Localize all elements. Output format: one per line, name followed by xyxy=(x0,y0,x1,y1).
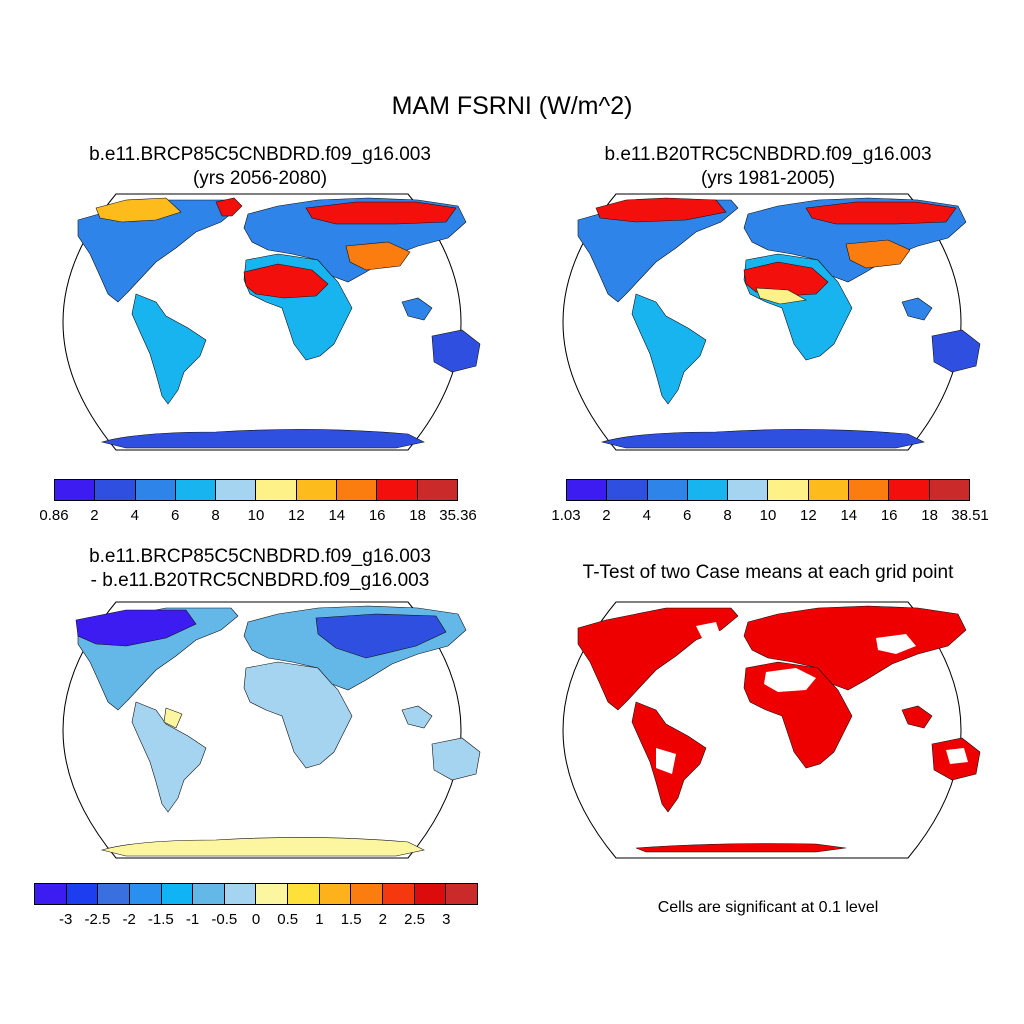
colorbar-difference-tick-label: 0.5 xyxy=(277,911,299,928)
colorbar-case1-swatch-8 xyxy=(377,480,418,500)
colorbar-case1-tick-label: 16 xyxy=(368,507,386,524)
map-case1-land xyxy=(77,197,481,449)
map-ttest-antarctica xyxy=(635,843,847,853)
colorbar-difference-swatch-12 xyxy=(414,884,447,904)
colorbar-difference-swatch-5 xyxy=(193,884,225,904)
colorbar-difference-tick-label: 2.5 xyxy=(404,911,425,928)
colorbar-case1-ticks: 0.86 2 4 6 8 10 12 14 16 18 35.36 xyxy=(39,507,476,527)
colorbar-case1-swatch-6 xyxy=(296,480,338,500)
colorbar-difference-swatch-9 xyxy=(319,884,352,904)
colorbar-case2-tick-label: 2 xyxy=(602,507,611,524)
colorbar-case1-tick-label: 12 xyxy=(288,507,305,524)
map-ttest-insignificant xyxy=(656,622,968,774)
map-ttest xyxy=(562,601,981,859)
colorbar-case1-swatch-4 xyxy=(216,480,257,500)
panel-title-difference-line2: - b.e11.B20TRC5CNBDRD.f09_g16.003 xyxy=(90,570,430,591)
map-case2 xyxy=(562,193,981,451)
colorbar-difference-tick-label: -1 xyxy=(185,911,200,928)
panel-title-case2-line2: (yrs 1981-2005) xyxy=(700,168,836,189)
colorbar-case1-swatch-1 xyxy=(95,480,136,500)
colorbar-case1-tick-label: 2 xyxy=(90,507,99,524)
colorbar-case2-swatch-4 xyxy=(728,480,769,500)
colorbar-difference-swatch-8 xyxy=(288,884,320,904)
colorbar-difference-tick-label: -3 xyxy=(59,911,73,928)
map-case1 xyxy=(62,193,481,451)
colorbar-case2 xyxy=(566,479,970,501)
colorbar-case2-swatch-7 xyxy=(849,480,890,500)
colorbar-case1-tick-label: 18 xyxy=(409,507,426,524)
colorbar-difference-swatch-13 xyxy=(446,884,477,904)
colorbar-case2-tick-label: 12 xyxy=(800,507,817,524)
panel-title-case1-line1: b.e11.BRCP85C5CNBDRD.f09_g16.003 xyxy=(89,144,431,165)
colorbar-case1-swatch-9 xyxy=(417,480,457,500)
colorbar-difference-swatch-6 xyxy=(224,884,257,904)
colorbar-difference-swatch-0 xyxy=(35,884,67,904)
colorbar-case2-swatch-2 xyxy=(647,480,688,500)
colorbar-case1-swatch-0 xyxy=(55,480,96,500)
panel-title-difference-line1: b.e11.BRCP85C5CNBDRD.f09_g16.003 xyxy=(89,546,431,567)
colorbar-difference-tick-label: 1.5 xyxy=(340,911,362,928)
map-difference-land xyxy=(75,605,481,857)
colorbar-difference-swatch-3 xyxy=(129,884,162,904)
colorbar-case1-tick-label: 35.36 xyxy=(439,507,477,524)
panel-title-case1: b.e11.BRCP85C5CNBDRD.f09_g16.003 (yrs 20… xyxy=(20,143,500,191)
colorbar-case2-ticks: 1.03 2 4 6 8 10 12 14 16 18 38.51 xyxy=(551,507,988,527)
panel-title-case2: b.e11.B20TRC5CNBDRD.f09_g16.003 (yrs 198… xyxy=(528,143,1008,191)
panel-title-ttest-line1: T-Test of two Case means at each grid po… xyxy=(582,562,954,583)
colorbar-case2-tick-label: 14 xyxy=(840,507,858,524)
map-case2-land xyxy=(577,197,981,449)
colorbar-case1-tick-label: 14 xyxy=(328,507,346,524)
colorbar-case1-swatch-3 xyxy=(175,480,217,500)
colorbar-difference-tick-label: 2 xyxy=(378,911,388,928)
colorbar-difference-tick-label: 1 xyxy=(315,911,324,928)
colorbar-case1-tick-label: 4 xyxy=(130,507,139,524)
colorbar-case1-tick-label: 8 xyxy=(211,507,220,524)
panel-title-ttest: T-Test of two Case means at each grid po… xyxy=(528,561,1008,585)
colorbar-case1 xyxy=(54,479,458,501)
colorbar-case1-tick-label: 0.86 xyxy=(39,507,69,524)
panel-title-difference: b.e11.BRCP85C5CNBDRD.f09_g16.003 - b.e11… xyxy=(20,545,500,593)
colorbar-difference xyxy=(34,883,478,905)
panel-title-case2-line1: b.e11.B20TRC5CNBDRD.f09_g16.003 xyxy=(604,144,932,165)
colorbar-case2-tick-label: 10 xyxy=(759,507,777,524)
colorbar-case1-tick-label: 10 xyxy=(247,507,265,524)
colorbar-difference-tick-label: -0.5 xyxy=(211,911,238,928)
panel-title-case1-line2: (yrs 2056-2080) xyxy=(192,168,328,189)
colorbar-case2-swatch-9 xyxy=(929,480,969,500)
colorbar-case2-tick-label: 38.51 xyxy=(951,507,989,524)
colorbar-difference-swatch-11 xyxy=(383,884,415,904)
colorbar-case1-tick-label: 6 xyxy=(171,507,180,524)
significance-note: Cells are significant at 0.1 level xyxy=(657,899,879,916)
colorbar-case2-swatch-3 xyxy=(687,480,729,500)
colorbar-case2-swatch-0 xyxy=(567,480,608,500)
colorbar-difference-tick-label: -2 xyxy=(122,911,136,928)
colorbar-case2-swatch-5 xyxy=(768,480,809,500)
colorbar-case1-swatch-2 xyxy=(135,480,176,500)
colorbar-case2-tick-label: 8 xyxy=(723,507,732,524)
colorbar-difference-tick-label: 0 xyxy=(251,911,261,928)
colorbar-difference-swatch-4 xyxy=(161,884,194,904)
colorbar-case2-tick-label: 16 xyxy=(880,507,898,524)
colorbar-difference-swatch-7 xyxy=(256,884,289,904)
main-title: MAM FSRNI (W/m^2) xyxy=(391,92,633,120)
map-difference xyxy=(62,601,481,859)
colorbar-case2-swatch-6 xyxy=(808,480,850,500)
colorbar-case2-tick-label: 1.03 xyxy=(551,507,581,524)
colorbar-case2-tick-label: 6 xyxy=(683,507,692,524)
colorbar-case2-tick-label: 18 xyxy=(921,507,938,524)
colorbar-difference-tick-label: -2.5 xyxy=(84,911,111,928)
colorbar-difference-swatch-10 xyxy=(351,884,384,904)
colorbar-case2-swatch-8 xyxy=(889,480,930,500)
colorbar-case2-swatch-1 xyxy=(607,480,648,500)
colorbar-case2-tick-label: 4 xyxy=(642,507,651,524)
colorbar-case1-swatch-7 xyxy=(337,480,378,500)
colorbar-difference-ticks: -3 -2.5 -2 -1.5 -1 -0.5 0 0.5 1 1.5 2 2.5 3 xyxy=(34,911,478,931)
colorbar-difference-swatch-1 xyxy=(66,884,99,904)
colorbar-difference-tick-label: 3 xyxy=(442,911,451,928)
colorbar-difference-swatch-2 xyxy=(98,884,130,904)
colorbar-case1-swatch-5 xyxy=(256,480,297,500)
colorbar-difference-tick-label: -1.5 xyxy=(147,911,174,928)
